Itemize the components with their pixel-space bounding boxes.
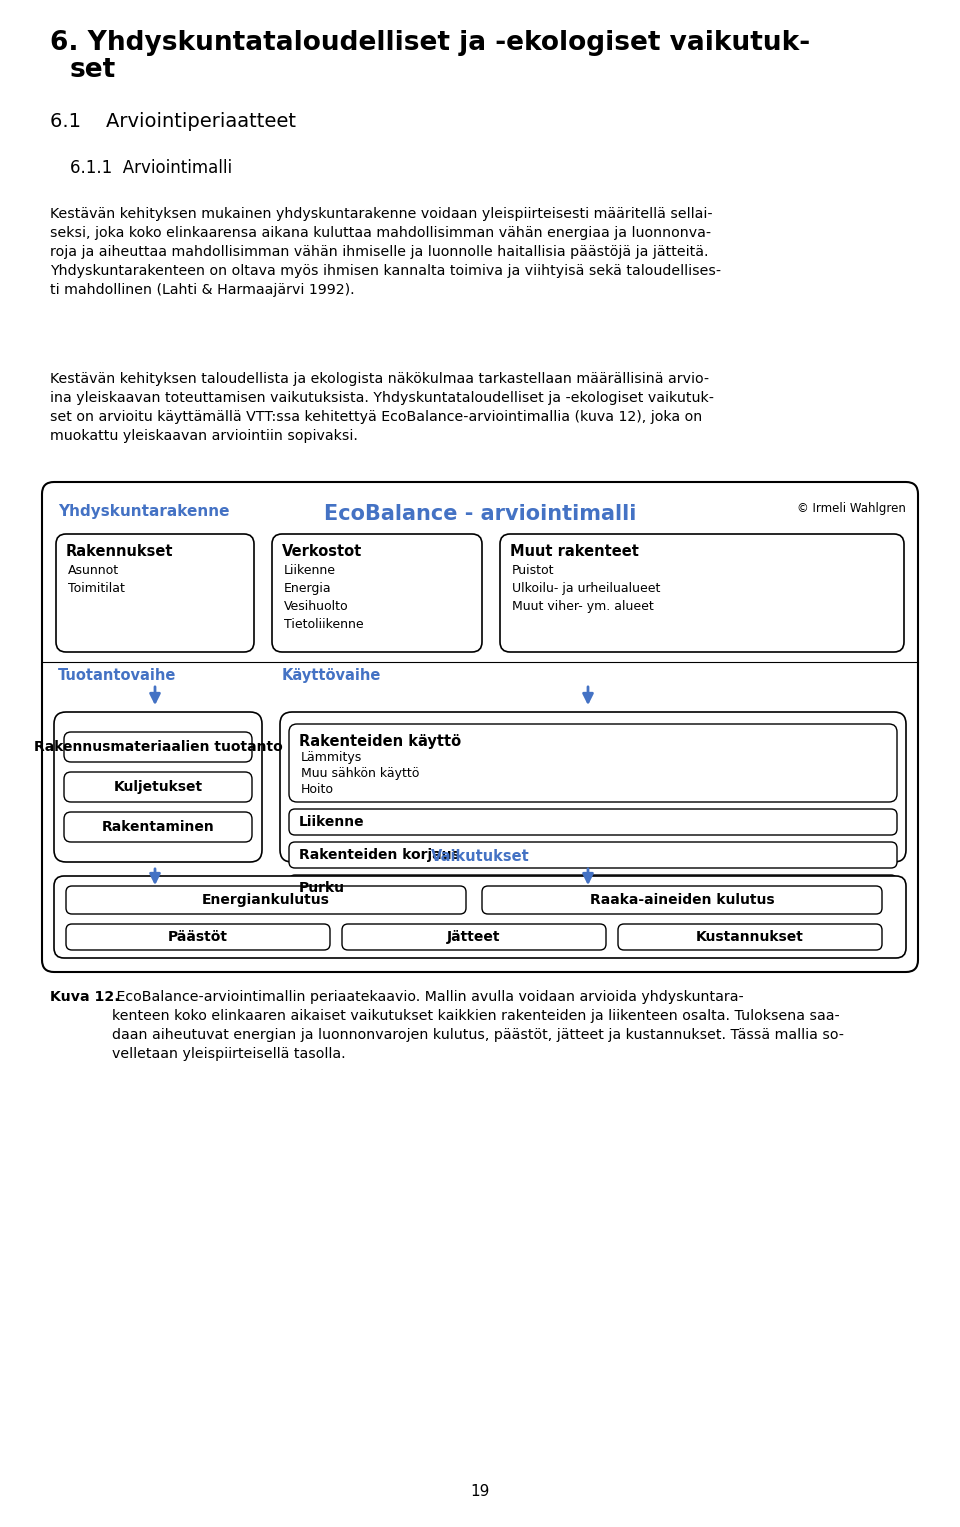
Text: 6.1    Arviointiperiaatteet: 6.1 Arviointiperiaatteet: [50, 111, 296, 131]
FancyBboxPatch shape: [42, 483, 918, 973]
FancyBboxPatch shape: [500, 534, 904, 652]
Text: Puistot: Puistot: [512, 563, 555, 577]
Text: Kestävän kehityksen taloudellista ja ekologista näkökulmaa tarkastellaan määräll: Kestävän kehityksen taloudellista ja eko…: [50, 373, 714, 443]
Text: 19: 19: [470, 1484, 490, 1500]
FancyBboxPatch shape: [289, 724, 897, 802]
Text: Rakentaminen: Rakentaminen: [102, 820, 214, 834]
Text: set: set: [70, 56, 116, 82]
Text: Kustannukset: Kustannukset: [696, 930, 804, 944]
Text: Muut rakenteet: Muut rakenteet: [510, 544, 638, 559]
Text: Jätteet: Jätteet: [447, 930, 501, 944]
Text: EcoBalance - arviointimalli: EcoBalance - arviointimalli: [324, 504, 636, 524]
Text: Ulkoilu- ja urheilualueet: Ulkoilu- ja urheilualueet: [512, 582, 660, 596]
FancyBboxPatch shape: [64, 773, 252, 802]
Text: Liikenne: Liikenne: [299, 815, 365, 829]
FancyBboxPatch shape: [289, 875, 897, 901]
Text: EcoBalance-arviointimallin periaatekaavio. Mallin avulla voidaan arvioida yhdysk: EcoBalance-arviointimallin periaatekaavi…: [112, 989, 844, 1061]
Text: Rakennukset: Rakennukset: [66, 544, 174, 559]
FancyBboxPatch shape: [54, 712, 262, 863]
Text: © Irmeli Wahlgren: © Irmeli Wahlgren: [797, 502, 906, 515]
Text: Käyttövaihe: Käyttövaihe: [282, 667, 381, 683]
Text: Vaikutukset: Vaikutukset: [431, 849, 529, 864]
FancyBboxPatch shape: [280, 712, 906, 863]
FancyBboxPatch shape: [54, 876, 906, 957]
Text: Liikenne: Liikenne: [284, 563, 336, 577]
Text: Yhdyskuntarakenne: Yhdyskuntarakenne: [58, 504, 229, 519]
Text: Kuva 12.: Kuva 12.: [50, 989, 120, 1003]
FancyBboxPatch shape: [289, 809, 897, 835]
Text: Raaka-aineiden kulutus: Raaka-aineiden kulutus: [589, 893, 775, 907]
Text: 6. Yhdyskuntataloudelliset ja -ekologiset vaikutuk-: 6. Yhdyskuntataloudelliset ja -ekologise…: [50, 31, 810, 56]
Text: Asunnot: Asunnot: [68, 563, 119, 577]
FancyBboxPatch shape: [342, 924, 606, 950]
Text: Kuljetukset: Kuljetukset: [113, 780, 203, 794]
Text: Muu sähkön käyttö: Muu sähkön käyttö: [301, 767, 420, 780]
FancyBboxPatch shape: [66, 924, 330, 950]
Text: Kestävän kehityksen mukainen yhdyskuntarakenne voidaan yleispiirteisesti määrite: Kestävän kehityksen mukainen yhdyskuntar…: [50, 208, 721, 296]
Text: Muut viher- ym. alueet: Muut viher- ym. alueet: [512, 600, 654, 612]
Text: Energiankulutus: Energiankulutus: [202, 893, 330, 907]
FancyBboxPatch shape: [289, 841, 897, 867]
FancyBboxPatch shape: [618, 924, 882, 950]
Text: Rakenteiden korjaus: Rakenteiden korjaus: [299, 847, 460, 863]
Text: Rakennusmateriaalien tuotanto: Rakennusmateriaalien tuotanto: [34, 741, 282, 754]
Text: Toimitilat: Toimitilat: [68, 582, 125, 596]
Text: Rakenteiden käyttö: Rakenteiden käyttö: [299, 734, 461, 750]
Text: Vesihuolto: Vesihuolto: [284, 600, 348, 612]
FancyBboxPatch shape: [64, 812, 252, 841]
Text: Tuotantovaihe: Tuotantovaihe: [58, 667, 177, 683]
Text: Verkostot: Verkostot: [282, 544, 362, 559]
Text: Purku: Purku: [299, 881, 345, 895]
Text: 6.1.1  Arviointimalli: 6.1.1 Arviointimalli: [70, 159, 232, 177]
FancyBboxPatch shape: [272, 534, 482, 652]
FancyBboxPatch shape: [66, 886, 466, 915]
Text: Lämmitys: Lämmitys: [301, 751, 362, 764]
FancyBboxPatch shape: [482, 886, 882, 915]
Text: Tietoliikenne: Tietoliikenne: [284, 618, 364, 631]
FancyBboxPatch shape: [64, 731, 252, 762]
Text: Päästöt: Päästöt: [168, 930, 228, 944]
FancyBboxPatch shape: [56, 534, 254, 652]
Text: Hoito: Hoito: [301, 783, 334, 796]
Text: Energia: Energia: [284, 582, 331, 596]
